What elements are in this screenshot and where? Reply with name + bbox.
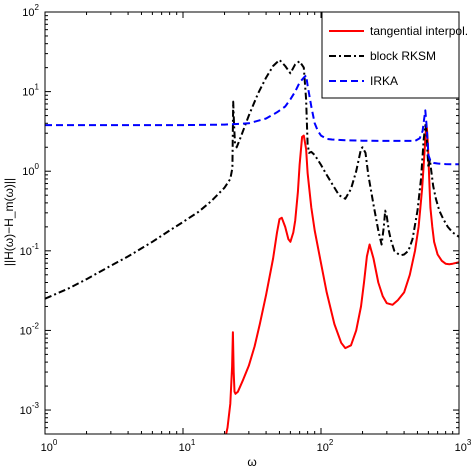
x-tick-label: 101: [179, 438, 196, 454]
plot-frame: [44, 11, 460, 435]
legend-label-tangential: tangential interpol.: [370, 24, 468, 38]
y-axis-label: ||H(ω)−H_m(ω)||: [2, 178, 16, 266]
legend-label-block-rksm: block RKSM: [370, 49, 436, 63]
legend-label-irka: IRKA: [370, 74, 398, 88]
series-line-tangential-interpol: [225, 126, 459, 434]
y-tick-label: 10-1: [20, 242, 40, 258]
x-tick-label: 103: [455, 438, 472, 454]
labels-layer: 100 101 102 103 10-3 10-2 10-1 100 101 102: [20, 3, 472, 454]
x-tick-label: 100: [41, 438, 58, 454]
y-tick-label: 100: [22, 162, 39, 178]
series-line-irka: [45, 74, 459, 166]
x-tick-label: 102: [317, 438, 334, 454]
ticks-layer: [44, 11, 460, 435]
y-tick-label: 10-3: [20, 401, 40, 417]
y-tick-label: 102: [22, 3, 39, 19]
series-line-block-rksm: [45, 58, 459, 300]
y-tick-label: 10-2: [20, 321, 40, 337]
legend: tangential interpol. block RKSM IRKA: [321, 11, 468, 99]
series-layer: [45, 58, 459, 434]
y-tick-label: 101: [22, 83, 39, 99]
x-axis-label: ω: [247, 455, 256, 469]
